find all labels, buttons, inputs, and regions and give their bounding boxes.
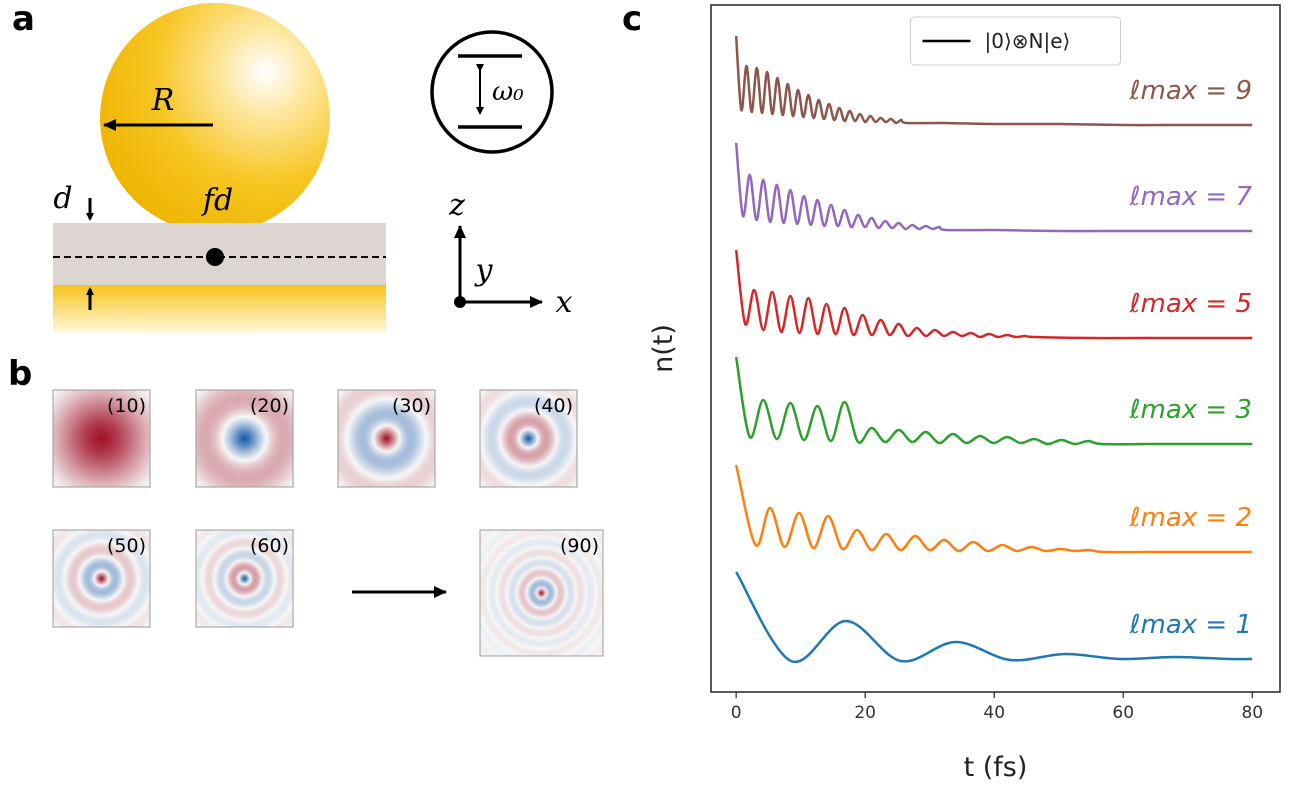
mode-label: (90) <box>560 535 599 557</box>
series-label: ℓmax = 7 <box>1129 182 1253 212</box>
origin <box>454 296 466 308</box>
series-label: ℓmax = 1 <box>1129 610 1252 640</box>
z-label: z <box>448 188 465 223</box>
mode-image <box>479 529 604 657</box>
two-level-icon <box>430 30 554 154</box>
emitter <box>206 248 224 266</box>
series-label: ℓmax = 9 <box>1129 76 1252 106</box>
mode-image <box>52 529 151 628</box>
mode-images: (10) (20) (30) (40) (50) (60) (90) <box>52 389 604 657</box>
mode-label: (10) <box>107 395 146 417</box>
legend-label: |0⟩⊗N|e⟩ <box>985 29 1071 53</box>
mode-label: (20) <box>250 395 289 417</box>
series-label: ℓmax = 2 <box>1129 503 1252 533</box>
mode-image <box>52 389 151 488</box>
panel-letter: c <box>622 0 642 39</box>
x-axis-label: t (fs) <box>964 752 1028 783</box>
x-tick-label: 40 <box>983 703 1005 723</box>
radius-label: R <box>151 83 175 118</box>
sphere <box>100 3 330 233</box>
x-label: x <box>556 285 573 320</box>
x-tick-label: 80 <box>1241 703 1263 723</box>
mode-image <box>195 529 294 628</box>
dipole-label: fd <box>201 183 233 218</box>
mode-label: (30) <box>392 395 431 417</box>
series-line <box>735 571 1253 664</box>
x-tick-label: 20 <box>854 703 876 723</box>
series-label: ℓmax = 3 <box>1129 395 1252 425</box>
chart: 0 20 40 60 80 t (fs) n(t) ℓmax = 9 ℓmax = 7 ℓmax … <box>648 4 1281 783</box>
series-line <box>734 35 1253 127</box>
panel-letter: a <box>12 0 35 39</box>
legend-box <box>910 16 1121 66</box>
frequency-label: ω₀ <box>492 77 524 107</box>
mode-image <box>479 389 578 488</box>
x-tick-label: 60 <box>1112 703 1134 723</box>
substrate <box>53 285 386 333</box>
series-line <box>734 142 1253 233</box>
mode-label: (50) <box>107 535 146 557</box>
mode-image <box>337 389 436 488</box>
series-line <box>734 464 1253 554</box>
mode-label: (40) <box>534 395 573 417</box>
mode-label: (60) <box>250 535 289 557</box>
panel-letter: b <box>8 354 32 394</box>
mode-image <box>195 389 294 488</box>
distance-label: d <box>53 181 72 216</box>
series-label: ℓmax = 5 <box>1129 289 1252 319</box>
y-axis-label: n(t) <box>648 324 679 373</box>
plot-frame <box>710 4 1281 693</box>
x-tick-label: 0 <box>731 703 742 723</box>
series-line <box>734 249 1253 340</box>
y-label: y <box>474 253 494 288</box>
series-line <box>734 356 1253 446</box>
